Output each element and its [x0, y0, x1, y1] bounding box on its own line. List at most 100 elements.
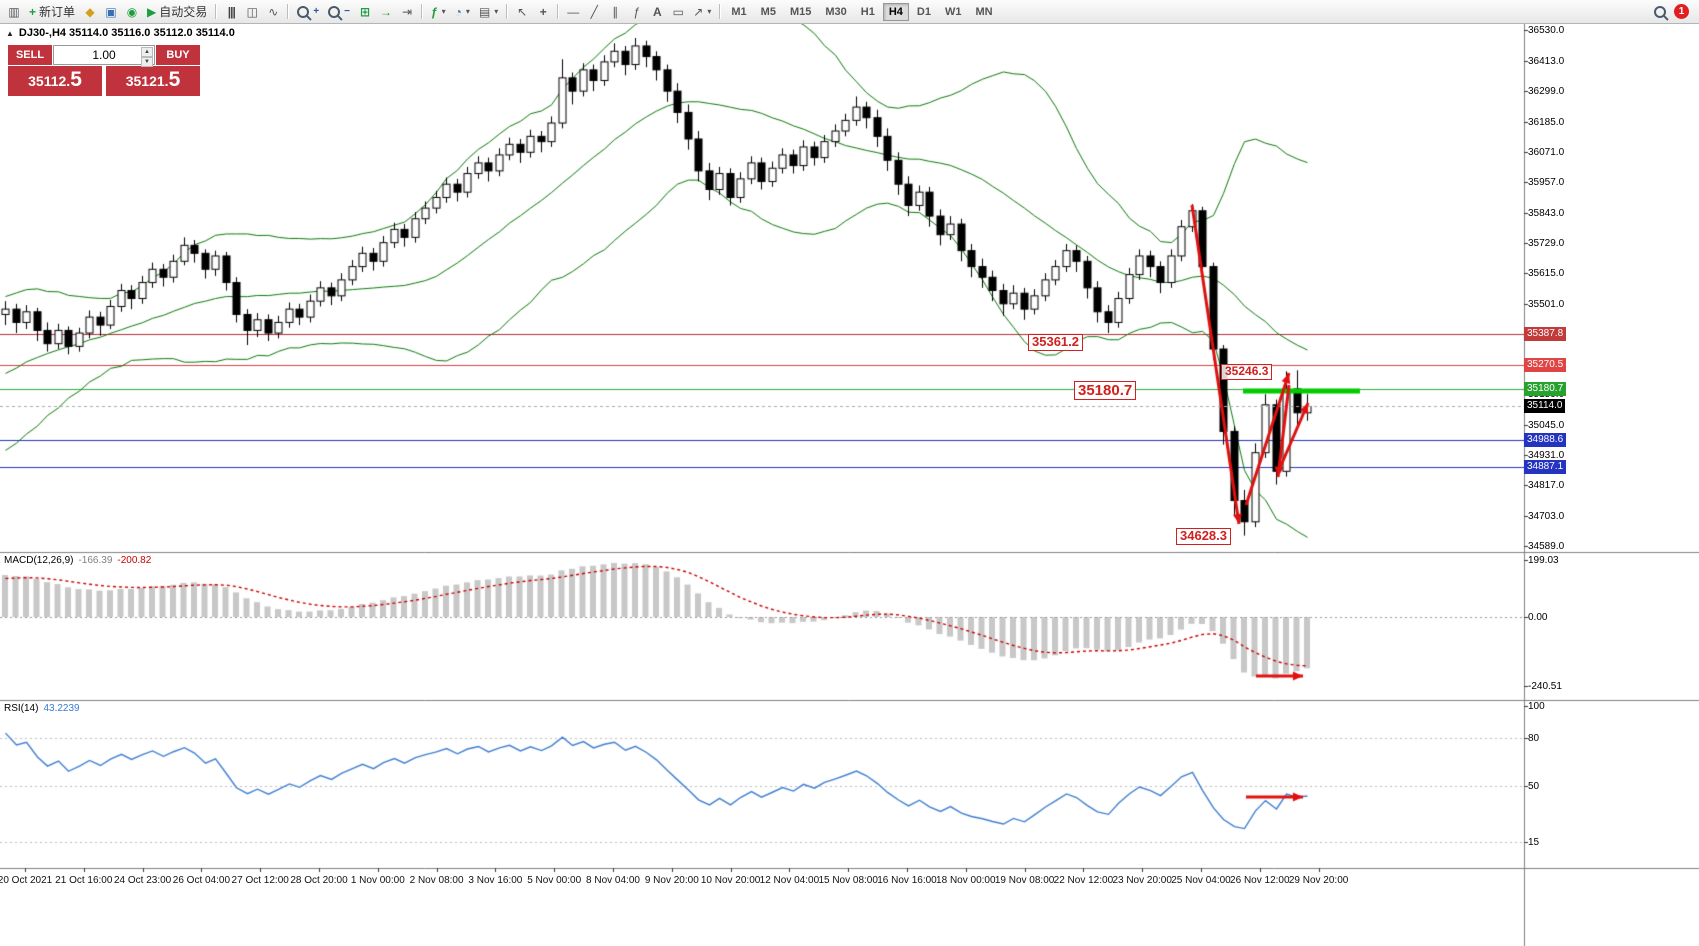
oneclick-toggle-icon[interactable]: ▲	[6, 28, 14, 38]
trendline-button[interactable]: ╱	[584, 2, 604, 22]
zoom-in-button[interactable]: +	[293, 2, 323, 22]
horizontal-line-button[interactable]: ―	[563, 2, 583, 22]
chart-shift-button[interactable]: ⇥	[397, 2, 417, 22]
templates-button[interactable]: ▤ ▾	[475, 2, 502, 22]
fibonacci-button[interactable]: ƒ	[626, 2, 646, 22]
macd-label: MACD(12,26,9)	[4, 555, 74, 566]
chart-window-icon[interactable]: ▥	[4, 2, 24, 22]
history-icon: ◆	[85, 4, 95, 19]
date-label: 26 Oct 04:00	[172, 875, 231, 886]
templates-icon: ▤	[478, 4, 491, 19]
search-icon	[1654, 5, 1666, 18]
text-tool-icon: A	[652, 4, 662, 19]
tile-windows-icon: ⊞	[359, 4, 370, 19]
macd-label-line: MACD(12,26,9) -166.39 -200.82	[4, 555, 156, 566]
price-annotation[interactable]: 35180.7	[1074, 381, 1137, 401]
rsi-value: 43.2239	[43, 703, 80, 714]
timeframe-w1[interactable]: W1	[939, 3, 968, 21]
price-chart-canvas[interactable]	[0, 24, 1699, 946]
one-click-trading-panel: SELL ▲▼ BUY 35112.5 35121.5	[8, 45, 200, 96]
timeframe-h1[interactable]: H1	[855, 3, 881, 21]
y-axis-label: 35501.0	[1528, 298, 1565, 310]
date-label: 19 Nov 08:00	[994, 875, 1055, 886]
date-label: 12 Nov 04:00	[759, 875, 820, 886]
price-annotation[interactable]: 35246.3	[1221, 364, 1273, 380]
bar-chart-button[interactable]: |||	[221, 2, 241, 22]
periods-button[interactable]: ◔ ▾	[451, 2, 474, 22]
tile-windows-button[interactable]: ⊞	[355, 2, 375, 22]
date-label: 1 Nov 00:00	[350, 875, 405, 886]
channel-button[interactable]: ∥	[605, 2, 625, 22]
cursor-button[interactable]: ↖	[512, 2, 532, 22]
search-button[interactable]	[1650, 2, 1670, 22]
date-label: 2 Nov 08:00	[409, 875, 464, 886]
notification-badge[interactable]: 1	[1674, 4, 1689, 19]
date-label: 29 Nov 20:00	[1288, 875, 1349, 886]
y-axis-label: 35045.0	[1528, 419, 1565, 431]
timeframe-mn[interactable]: MN	[969, 3, 998, 21]
community-button[interactable]: ◉	[122, 2, 142, 22]
toolbar-separator	[287, 4, 290, 19]
crosshair-button[interactable]: +	[533, 2, 553, 22]
chart-overlay: ▲ DJ30-,H4 35114.0 35116.0 35112.0 35114…	[0, 24, 1699, 946]
autotrading-button[interactable]: ▶ 自动交易	[143, 2, 211, 22]
sell-price-button[interactable]: 35112. 5	[8, 66, 102, 96]
new-order-button[interactable]: + 新订单	[25, 2, 79, 22]
reports-icon: ▣	[105, 4, 117, 19]
timeframe-m15[interactable]: M15	[784, 3, 817, 21]
arrows-tool-button[interactable]: ↗ ▾	[689, 2, 715, 22]
volume-input[interactable]	[67, 47, 141, 63]
shapes-button[interactable]: ▭	[668, 2, 688, 22]
date-label: 24 Oct 23:00	[113, 875, 172, 886]
chart-title-line: ▲ DJ30-,H4 35114.0 35116.0 35112.0 35114…	[6, 27, 235, 39]
buy-button[interactable]: BUY	[156, 45, 200, 65]
timeframe-m30[interactable]: M30	[819, 3, 852, 21]
candlestick-chart-button[interactable]: ◫	[242, 2, 262, 22]
price-annotation[interactable]: 35361.2	[1028, 334, 1083, 351]
timeframe-m1[interactable]: M1	[725, 3, 752, 21]
date-label: 23 Nov 20:00	[1112, 875, 1172, 886]
indicators-button[interactable]: ƒ ▾	[427, 2, 450, 22]
y-axis-label: 36299.0	[1528, 86, 1565, 98]
main-toolbar: ▥ + 新订单 ◆ ▣ ◉ ▶ 自动交易 ||| ◫ ∿ + − ⊞ → ⇥ ƒ…	[0, 0, 1699, 24]
date-label: 15 Nov 08:00	[818, 875, 878, 886]
y-axis-price-tag: 35114.0	[1524, 399, 1566, 414]
price-annotation[interactable]: 34628.3	[1176, 528, 1231, 545]
zoom-out-button[interactable]: −	[324, 2, 354, 22]
date-label: 16 Nov 16:00	[877, 875, 937, 886]
volume-down-icon[interactable]: ▼	[141, 57, 153, 67]
y-axis-label: 35729.0	[1528, 237, 1565, 249]
timeframe-m5[interactable]: M5	[755, 3, 782, 21]
macd-value: -166.39	[78, 555, 113, 566]
macd-signal-value: -200.82	[117, 555, 152, 566]
y-axis-label: 34817.0	[1528, 480, 1565, 492]
chart-shift-icon: ⇥	[401, 4, 412, 19]
toolbar-separator	[557, 4, 560, 19]
rsi-scale-label: 50	[1528, 781, 1540, 792]
timeframe-d1[interactable]: D1	[911, 3, 937, 21]
y-axis-price-tag: 35387.8	[1524, 326, 1567, 341]
date-label: 8 Nov 04:00	[586, 875, 640, 886]
toolbar-separator	[506, 4, 509, 19]
toolbar-separator	[215, 4, 218, 19]
volume-up-icon[interactable]: ▲	[141, 47, 153, 57]
auto-scroll-button[interactable]: →	[376, 2, 396, 22]
date-label: 22 Nov 12:00	[1053, 875, 1114, 886]
line-chart-button[interactable]: ∿	[263, 2, 283, 22]
date-label: 18 Nov 00:00	[936, 875, 996, 886]
date-label: 25 Nov 04:00	[1171, 875, 1231, 886]
cursor-icon: ↖	[517, 4, 528, 19]
y-axis-price-tag: 34988.6	[1524, 432, 1567, 447]
sell-price-big-digit: 5	[70, 68, 82, 91]
sell-button[interactable]: SELL	[8, 45, 52, 65]
zoom-out-sign: −	[344, 6, 350, 17]
toolbar-separator	[420, 4, 423, 19]
reports-button[interactable]: ▣	[101, 2, 121, 22]
history-button[interactable]: ◆	[80, 2, 100, 22]
buy-price-button[interactable]: 35121. 5	[106, 66, 200, 96]
date-label: 20 Oct 2021	[0, 875, 53, 886]
y-axis-label: 35843.0	[1528, 207, 1565, 219]
chart-window-glyph: ▥	[8, 4, 20, 19]
text-tool-button[interactable]: A	[647, 2, 667, 22]
timeframe-h4[interactable]: H4	[882, 2, 909, 21]
